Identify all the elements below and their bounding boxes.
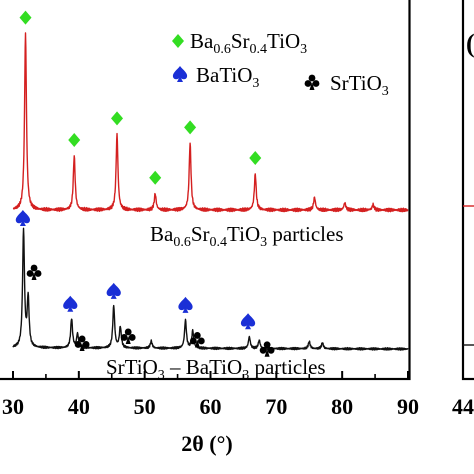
legend-marker-srtio3 — [304, 74, 320, 90]
legend-label-batio3: BaTiO3 — [196, 63, 259, 91]
panel-label-2: ( — [466, 29, 474, 58]
series-label-composite-particles: SrTiO3 – BaTiO3 particles — [106, 355, 326, 383]
second-panel-partial: ( 44 — [452, 0, 474, 419]
diamond-icon — [184, 120, 197, 135]
diamond-icon — [111, 111, 124, 126]
legend: Ba0.6Sr0.4TiO3 BaTiO3 SrTiO3 — [172, 29, 389, 99]
legend-label-srtio3: SrTiO3 — [330, 71, 389, 99]
club-icon — [74, 335, 90, 351]
legend-marker-bst — [172, 34, 184, 48]
x-tick-label: 90 — [397, 394, 419, 419]
club-icon — [259, 341, 275, 357]
plot-frame — [0, 0, 411, 381]
plot-frame-2 — [461, 0, 474, 381]
x-tick-label: 70 — [265, 394, 287, 419]
x-tick-label: 40 — [68, 394, 90, 419]
x-axis-ticks: 30 40 50 60 70 80 90 — [2, 371, 419, 419]
club-icon — [120, 328, 136, 344]
x-tick-label: 60 — [200, 394, 222, 419]
diamond-icon — [19, 10, 32, 25]
spade-icon — [106, 282, 121, 299]
xrd-panel: 30 40 50 60 70 80 90 Ba0.6Sr0.4TiO3 BaTiO3 SrT… — [0, 0, 419, 456]
spade-icon — [178, 296, 193, 313]
panel-2-x-tick-label: 44 — [452, 394, 474, 419]
x-tick-label: 50 — [134, 394, 156, 419]
phase-markers — [15, 10, 275, 357]
club-icon — [304, 74, 320, 90]
club-icon — [189, 332, 205, 348]
x-tick-label: 80 — [331, 394, 353, 419]
legend-label-bst: Ba0.6Sr0.4TiO3 — [190, 29, 307, 57]
legend-marker-batio3 — [172, 66, 188, 82]
diamond-icon — [249, 151, 262, 165]
spade-icon — [172, 66, 188, 82]
diamond-icon — [68, 133, 81, 147]
spade-icon — [15, 210, 31, 226]
x-tick-label: 30 — [2, 394, 24, 419]
club-icon — [26, 264, 42, 280]
diamond-icon — [149, 170, 162, 185]
curve-bst — [12, 32, 409, 213]
spade-icon — [240, 313, 256, 330]
spade-icon — [63, 295, 78, 312]
x-axis-title: 2θ (°) — [181, 431, 232, 456]
diamond-icon — [172, 34, 184, 48]
series-label-bst-particles: Ba0.6Sr0.4TiO3 particles — [150, 222, 344, 250]
